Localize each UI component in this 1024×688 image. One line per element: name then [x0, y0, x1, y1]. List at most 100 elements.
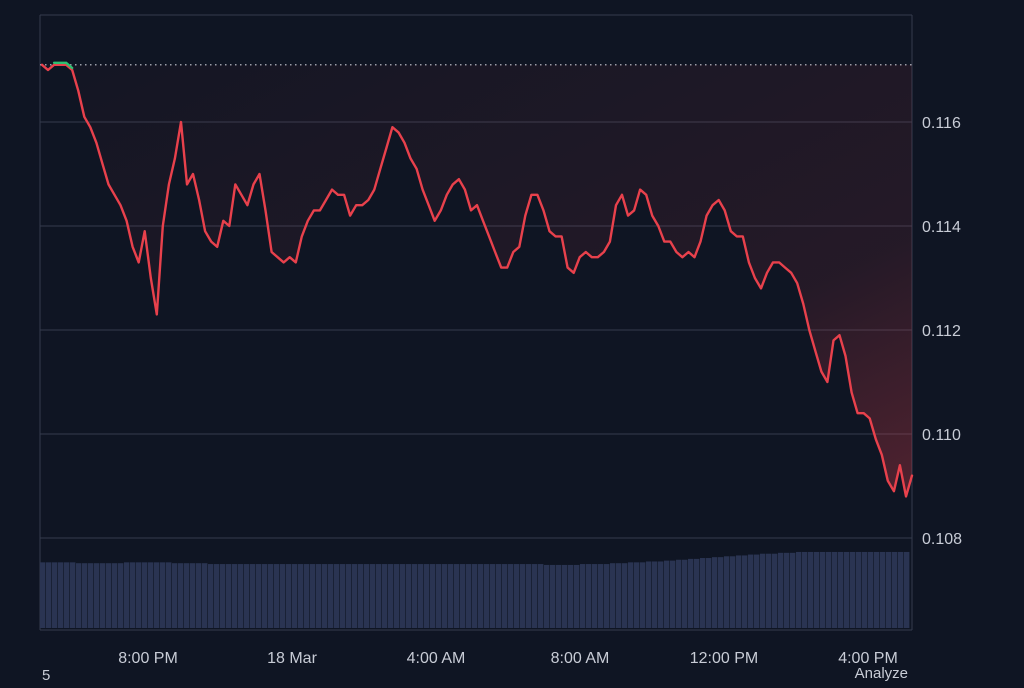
volume-bar	[712, 557, 718, 628]
volume-bar	[292, 564, 298, 628]
volume-bar	[826, 551, 832, 628]
volume-bar	[472, 564, 478, 628]
volume-bar	[40, 562, 46, 628]
volume-bar	[298, 564, 304, 628]
volume-bar	[130, 562, 136, 628]
volume-bar	[52, 562, 58, 628]
volume-bar	[136, 562, 142, 628]
volume-bar	[244, 564, 250, 628]
x-tick-label: 12:00 PM	[690, 650, 758, 667]
volume-bar	[562, 564, 568, 628]
volume-bar	[466, 564, 472, 628]
volume-bar	[46, 562, 52, 628]
volume-bar	[436, 564, 442, 628]
volume-bar	[580, 564, 586, 628]
volume-bar	[748, 554, 754, 628]
volume-bar	[196, 563, 202, 628]
volume-bar	[100, 563, 106, 628]
volume-bar	[202, 563, 208, 628]
volume-bar	[418, 564, 424, 628]
volume-bar	[154, 562, 160, 628]
volume-bar	[640, 562, 646, 628]
volume-bar	[448, 564, 454, 628]
x-tick-label: 18 Mar	[267, 650, 317, 667]
volume-bar	[700, 558, 706, 628]
volume-bar	[214, 564, 220, 628]
volume-bar	[106, 563, 112, 628]
x-tick-label: 4:00 PM	[838, 650, 898, 667]
footer-left-text: 5	[42, 667, 51, 684]
volume-bar	[574, 564, 580, 628]
volume-bar	[664, 560, 670, 628]
volume-bar	[250, 564, 256, 628]
volume-bar	[898, 551, 904, 628]
volume-bar	[328, 564, 334, 628]
volume-bar	[568, 564, 574, 628]
volume-bar	[610, 563, 616, 628]
volume-bar	[862, 551, 868, 628]
analyze-link[interactable]: Analyze	[854, 665, 908, 682]
volume-bar	[64, 562, 70, 628]
volume-bar	[400, 564, 406, 628]
volume-bar	[646, 561, 652, 628]
volume-bar	[850, 551, 856, 628]
volume-bar	[226, 564, 232, 628]
volume-bar	[220, 564, 226, 628]
volume-bar	[520, 564, 526, 628]
volume-bar	[376, 564, 382, 628]
volume-bar	[814, 551, 820, 628]
volume-bar	[142, 562, 148, 628]
y-tick-label: 0.114	[922, 219, 961, 236]
x-tick-label: 4:00 AM	[407, 650, 466, 667]
volume-bar	[604, 564, 610, 628]
volume-bar	[874, 551, 880, 628]
volume-bar	[526, 564, 532, 628]
volume-bar	[394, 564, 400, 628]
volume-bar	[442, 564, 448, 628]
volume-bar	[184, 563, 190, 628]
y-tick-label: 0.116	[922, 115, 961, 132]
volume-bar	[112, 563, 118, 628]
volume-bar	[340, 564, 346, 628]
x-tick-label: 8:00 AM	[551, 650, 610, 667]
volume-bar	[538, 564, 544, 628]
volume-bar	[88, 563, 94, 628]
volume-bar	[358, 564, 364, 628]
volume-bar	[820, 551, 826, 628]
volume-bar	[166, 562, 172, 628]
price-line-up-segment	[52, 61, 74, 70]
volume-bar	[760, 553, 766, 628]
volume-bar	[652, 561, 658, 628]
volume-bar	[178, 563, 184, 628]
volume-bar	[772, 553, 778, 628]
volume-bar	[550, 564, 556, 628]
volume-bar	[844, 551, 850, 628]
volume-bar	[766, 553, 772, 628]
volume-bar	[556, 564, 562, 628]
volume-bar	[346, 564, 352, 628]
volume-bar	[424, 564, 430, 628]
volume-bar	[94, 563, 100, 628]
volume-bar	[430, 564, 436, 628]
price-area-fill	[42, 64, 912, 497]
volume-bar	[670, 560, 676, 628]
volume-bar	[790, 552, 796, 628]
volume-bar	[322, 564, 328, 628]
y-tick-label: 0.112	[922, 323, 961, 340]
volume-bar	[238, 564, 244, 628]
y-tick-label: 0.108	[922, 531, 962, 548]
volume-bar	[802, 551, 808, 628]
volume-bar	[280, 564, 286, 628]
volume-bar	[724, 556, 730, 628]
volume-bar	[676, 559, 682, 628]
volume-bar	[514, 564, 520, 628]
volume-bar	[886, 551, 892, 628]
volume-bar	[268, 564, 274, 628]
volume-bar	[310, 564, 316, 628]
volume-bar	[334, 564, 340, 628]
volume-bar	[592, 564, 598, 628]
volume-bar	[742, 555, 748, 628]
volume-bar	[388, 564, 394, 628]
volume-bar	[256, 564, 262, 628]
